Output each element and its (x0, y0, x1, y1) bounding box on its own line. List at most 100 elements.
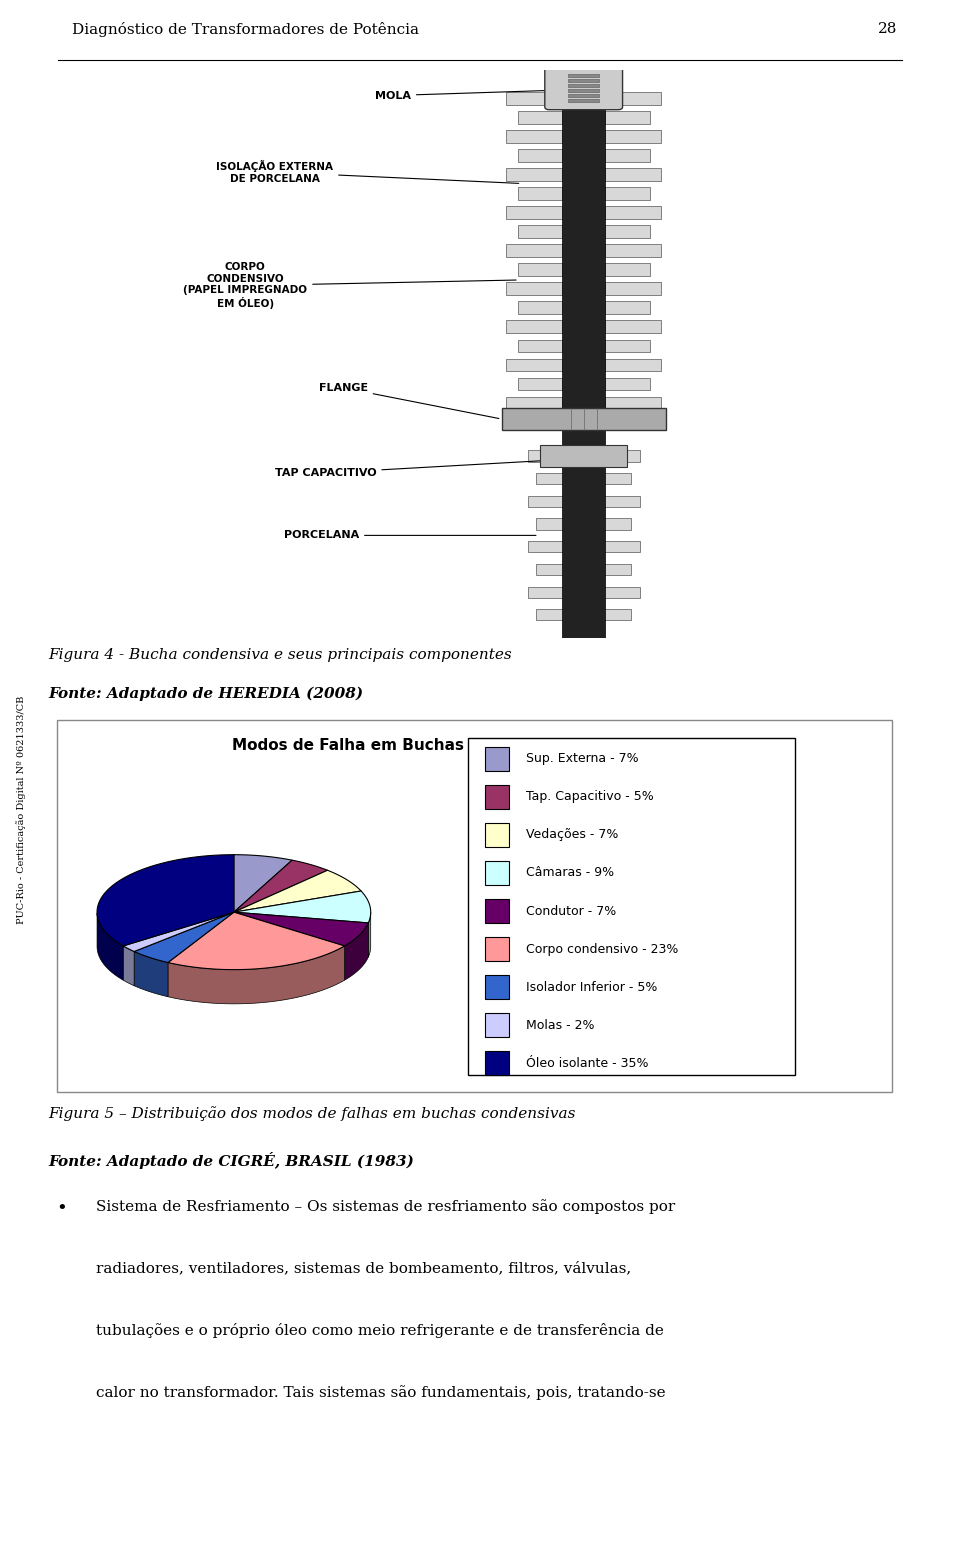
Bar (568, 95, 599, 98)
FancyBboxPatch shape (517, 415, 563, 428)
Text: Molas - 2%: Molas - 2% (525, 1019, 594, 1031)
Text: TAP CAPACITIVO: TAP CAPACITIVO (275, 456, 624, 477)
Text: Sup. Externa - 7%: Sup. Externa - 7% (525, 753, 638, 765)
Text: ISOLAÇÃO EXTERNA
DE PORCELANA: ISOLAÇÃO EXTERNA DE PORCELANA (216, 160, 518, 183)
Text: Óleo isolante - 35%: Óleo isolante - 35% (525, 1057, 648, 1070)
FancyBboxPatch shape (506, 92, 563, 104)
FancyBboxPatch shape (517, 187, 563, 199)
Text: •: • (57, 1199, 67, 1218)
FancyBboxPatch shape (601, 451, 640, 462)
Polygon shape (97, 913, 123, 980)
Bar (485, 861, 509, 885)
Polygon shape (168, 945, 345, 1005)
Text: Fonte: Adaptado de CIGRÉ, BRASIL (1983): Fonte: Adaptado de CIGRÉ, BRASIL (1983) (48, 1152, 414, 1169)
Text: Figura 5 – Distribuição dos modos de falhas em buchas condensivas: Figura 5 – Distribuição dos modos de fal… (48, 1107, 575, 1121)
FancyBboxPatch shape (506, 397, 563, 409)
FancyBboxPatch shape (606, 359, 661, 372)
FancyBboxPatch shape (601, 564, 632, 575)
Bar (563, 70, 606, 638)
Text: Isolador Inferior - 5%: Isolador Inferior - 5% (525, 981, 657, 994)
Bar (568, 100, 599, 103)
FancyBboxPatch shape (601, 473, 632, 484)
FancyBboxPatch shape (536, 564, 566, 575)
FancyBboxPatch shape (601, 586, 640, 597)
FancyBboxPatch shape (606, 110, 650, 124)
FancyBboxPatch shape (468, 737, 795, 1076)
FancyBboxPatch shape (544, 67, 623, 110)
Bar (540, 445, 627, 468)
Polygon shape (134, 913, 234, 963)
FancyBboxPatch shape (606, 302, 650, 314)
Polygon shape (234, 913, 369, 945)
Bar (485, 1051, 509, 1076)
Text: Fonte: Adaptado de HEREDIA (2008): Fonte: Adaptado de HEREDIA (2008) (48, 686, 363, 701)
FancyBboxPatch shape (528, 496, 566, 507)
Polygon shape (234, 891, 371, 924)
Text: Diagnóstico de Transformadores de Potência: Diagnóstico de Transformadores de Potênc… (72, 22, 419, 37)
FancyBboxPatch shape (606, 92, 661, 104)
Text: Figura 4 - Bucha condensiva e seus principais componentes: Figura 4 - Bucha condensiva e seus princ… (48, 648, 512, 662)
FancyBboxPatch shape (506, 244, 563, 257)
FancyBboxPatch shape (606, 168, 661, 180)
Text: Sistema de Resfriamento – Os sistemas de resfriamento são compostos por: Sistema de Resfriamento – Os sistemas de… (96, 1199, 675, 1214)
Bar (502, 407, 666, 431)
FancyBboxPatch shape (528, 541, 566, 552)
FancyBboxPatch shape (517, 339, 563, 351)
Text: FLANGE: FLANGE (319, 383, 499, 418)
Bar (485, 899, 509, 924)
Polygon shape (123, 913, 234, 952)
FancyBboxPatch shape (606, 415, 650, 428)
Polygon shape (97, 855, 234, 945)
Polygon shape (234, 860, 327, 913)
FancyBboxPatch shape (536, 473, 566, 484)
Bar (485, 746, 509, 771)
FancyBboxPatch shape (506, 207, 563, 219)
Text: Condutor - 7%: Condutor - 7% (525, 905, 615, 917)
FancyBboxPatch shape (506, 131, 563, 143)
FancyBboxPatch shape (517, 302, 563, 314)
FancyBboxPatch shape (517, 149, 563, 162)
FancyBboxPatch shape (506, 283, 563, 295)
FancyBboxPatch shape (506, 168, 563, 180)
Text: MOLA: MOLA (375, 90, 565, 101)
FancyBboxPatch shape (506, 320, 563, 333)
FancyBboxPatch shape (606, 263, 650, 275)
FancyBboxPatch shape (606, 244, 661, 257)
FancyBboxPatch shape (606, 378, 650, 390)
Text: Tap. Capacitivo - 5%: Tap. Capacitivo - 5% (525, 790, 654, 804)
Bar (485, 975, 509, 1000)
FancyBboxPatch shape (606, 397, 661, 409)
Bar (568, 75, 599, 76)
FancyBboxPatch shape (606, 207, 661, 219)
FancyBboxPatch shape (57, 720, 892, 1093)
FancyBboxPatch shape (606, 320, 661, 333)
FancyBboxPatch shape (601, 541, 640, 552)
FancyBboxPatch shape (606, 283, 661, 295)
FancyBboxPatch shape (606, 131, 661, 143)
Bar (568, 79, 599, 82)
Text: radiadores, ventiladores, sistemas de bombeamento, filtros, válvulas,: radiadores, ventiladores, sistemas de bo… (96, 1261, 631, 1275)
Bar (568, 84, 599, 87)
Text: Câmaras - 9%: Câmaras - 9% (525, 866, 613, 880)
FancyBboxPatch shape (601, 518, 632, 530)
FancyBboxPatch shape (528, 586, 566, 597)
FancyBboxPatch shape (517, 110, 563, 124)
Polygon shape (234, 871, 361, 913)
FancyBboxPatch shape (517, 378, 563, 390)
Bar (485, 823, 509, 847)
Polygon shape (345, 924, 369, 980)
Text: PORCELANA: PORCELANA (284, 530, 536, 541)
Text: Vedações - 7%: Vedações - 7% (525, 829, 618, 841)
FancyBboxPatch shape (606, 225, 650, 238)
FancyBboxPatch shape (517, 225, 563, 238)
Text: Corpo condensivo - 23%: Corpo condensivo - 23% (525, 942, 678, 956)
Polygon shape (123, 945, 134, 986)
Text: CORPO
CONDENSIVO
(PAPEL IMPREGNADO
EM ÓLEO): CORPO CONDENSIVO (PAPEL IMPREGNADO EM ÓL… (183, 263, 516, 309)
FancyBboxPatch shape (606, 149, 650, 162)
Bar (568, 89, 599, 92)
Text: tubulações e o próprio óleo como meio refrigerante e de transferência de: tubulações e o próprio óleo como meio re… (96, 1323, 663, 1339)
Text: PUC-Rio - Certificação Digital Nº 0621333/CB: PUC-Rio - Certificação Digital Nº 062133… (16, 697, 27, 924)
FancyBboxPatch shape (606, 187, 650, 199)
FancyBboxPatch shape (506, 359, 563, 372)
FancyBboxPatch shape (536, 610, 566, 620)
